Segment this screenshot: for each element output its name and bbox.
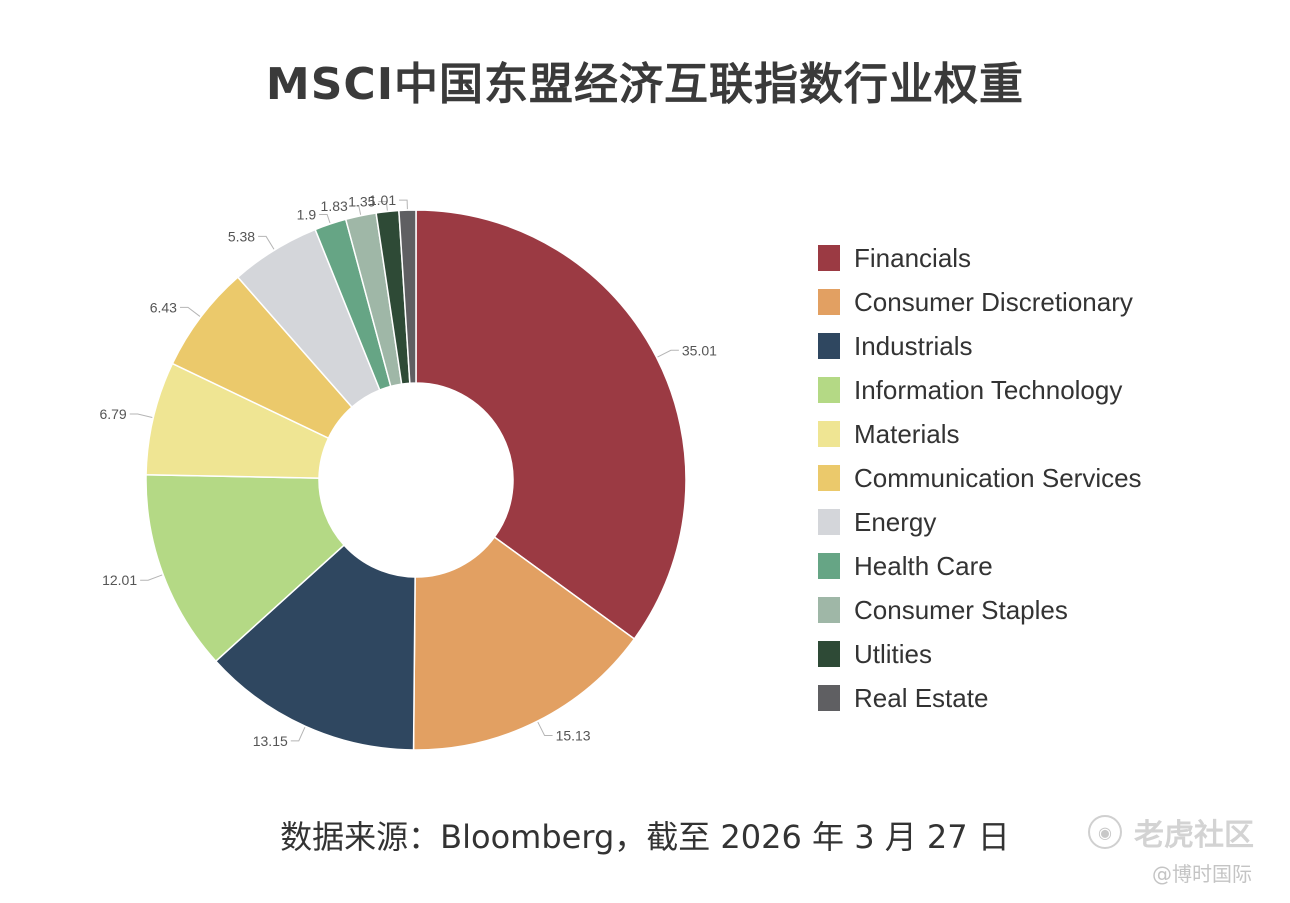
- legend-label: Financials: [854, 242, 972, 273]
- legend-swatch: [818, 465, 840, 491]
- leader-line-consumer-staples: [350, 205, 362, 215]
- legend-swatch: [818, 641, 840, 667]
- legend-label: Health Care: [854, 550, 993, 581]
- legend-label: Utlities: [854, 638, 933, 669]
- legend-item-communication-services: Communication Services: [818, 456, 1142, 500]
- legend-item-information-technology: Information Technology: [818, 368, 1142, 412]
- leader-line-utlities: [378, 201, 388, 211]
- watermark: ◉ 老虎社区: [1088, 810, 1254, 854]
- legend-swatch: [818, 553, 840, 579]
- leader-line-health-care: [319, 213, 331, 224]
- leader-line-financials: [657, 349, 679, 358]
- legend-label: Information Technology: [854, 374, 1123, 405]
- legend-item-health-care: Health Care: [818, 544, 1142, 588]
- legend-item-industrials: Industrials: [818, 324, 1142, 368]
- legend-item-financials: Financials: [818, 236, 1142, 280]
- legend-label: Materials: [854, 418, 960, 449]
- legend-item-real-estate: Real Estate: [818, 676, 1142, 720]
- slice-industrials: [214, 544, 416, 751]
- legend-swatch: [818, 333, 840, 359]
- watermark-handle: @博时国际: [1152, 862, 1252, 886]
- slice-real-estate: [398, 209, 417, 384]
- legend-item-consumer-discretionary: Consumer Discretionary: [818, 280, 1142, 324]
- legend-swatch: [818, 509, 840, 535]
- data-label-energy: 5.38: [228, 228, 255, 244]
- legend-swatch: [818, 597, 840, 623]
- data-label-information-technology: 12.01: [102, 572, 137, 588]
- legend-item-consumer-staples: Consumer Staples: [818, 588, 1142, 632]
- watermark-brand: 老虎社区: [1134, 818, 1254, 853]
- data-label-consumer-staples: 1.83: [321, 198, 348, 214]
- tiger-logo-icon: ◉: [1088, 815, 1122, 849]
- legend: Financials Consumer Discretionary Industri…: [818, 236, 1142, 720]
- legend-label: Communication Services: [854, 462, 1142, 493]
- leader-line-communication-services: [179, 306, 201, 317]
- legend-swatch: [818, 245, 840, 271]
- leader-line-industrials: [290, 726, 306, 742]
- legend-swatch: [818, 289, 840, 315]
- leader-line-materials: [129, 413, 153, 419]
- slice-financials: [415, 209, 687, 640]
- slice-information-technology: [145, 474, 346, 663]
- data-label-financials: 35.01: [682, 342, 717, 358]
- data-label-health-care: 1.9: [297, 206, 317, 222]
- legend-item-utlities: Utlities: [818, 632, 1142, 676]
- slice-consumer-discretionary: [412, 536, 636, 751]
- leader-line-real-estate: [399, 199, 408, 210]
- chart-title: MSCI中国东盟经济互联指数行业权重: [265, 59, 1025, 110]
- legend-swatch: [818, 377, 840, 403]
- legend-label: Consumer Staples: [854, 594, 1068, 625]
- legend-swatch: [818, 685, 840, 711]
- leader-line-consumer-discretionary: [537, 721, 553, 736]
- data-label-real-estate: 1.01: [369, 192, 396, 208]
- data-label-industrials: 13.15: [253, 733, 288, 749]
- data-label-communication-services: 6.43: [150, 299, 177, 315]
- legend-label: Real Estate: [854, 682, 989, 713]
- data-label-utlities: 1.35: [348, 194, 375, 210]
- data-label-materials: 6.79: [99, 406, 126, 422]
- legend-label: Consumer Discretionary: [854, 286, 1133, 317]
- legend-item-energy: Energy: [818, 500, 1142, 544]
- data-label-consumer-discretionary: 15.13: [556, 727, 591, 743]
- legend-label: Industrials: [854, 330, 973, 361]
- legend-swatch: [818, 421, 840, 447]
- leader-line-information-technology: [140, 574, 163, 581]
- legend-label: Energy: [854, 506, 937, 537]
- leader-line-energy: [258, 235, 275, 250]
- source-note: 数据来源：Bloomberg，截至 2026 年 3 月 27 日: [280, 818, 1010, 856]
- legend-item-materials: Materials: [818, 412, 1142, 456]
